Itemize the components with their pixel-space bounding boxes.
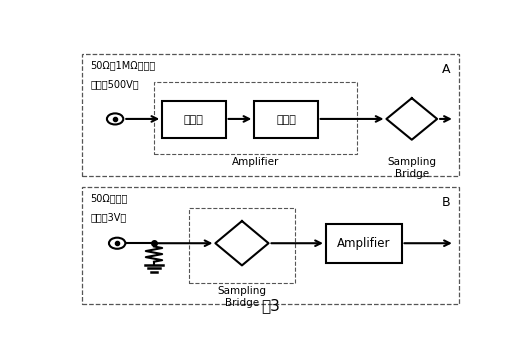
Text: Amplifier: Amplifier <box>337 237 390 250</box>
Bar <box>189 208 295 283</box>
Bar <box>254 101 318 138</box>
Bar <box>82 54 459 176</box>
Text: 衰减器: 衰减器 <box>276 114 296 125</box>
Bar <box>326 224 401 263</box>
Text: A: A <box>442 63 451 76</box>
Text: Amplifier: Amplifier <box>232 157 279 167</box>
Text: 50Ω或1MΩ输入端: 50Ω或1MΩ输入端 <box>91 60 156 70</box>
Text: B: B <box>442 196 451 209</box>
Text: Sampling
Bridge: Sampling Bridge <box>218 286 267 308</box>
Text: Sampling
Bridge: Sampling Bridge <box>387 157 436 179</box>
Text: 衰减器: 衰减器 <box>184 114 204 125</box>
Text: 图3: 图3 <box>261 298 280 314</box>
Bar <box>154 82 356 154</box>
Bar <box>162 101 225 138</box>
Text: （最大500V）: （最大500V） <box>91 79 139 89</box>
Text: （最大3V）: （最大3V） <box>91 212 127 222</box>
Text: 50Ω输入端: 50Ω输入端 <box>91 193 128 203</box>
Bar <box>82 187 459 304</box>
